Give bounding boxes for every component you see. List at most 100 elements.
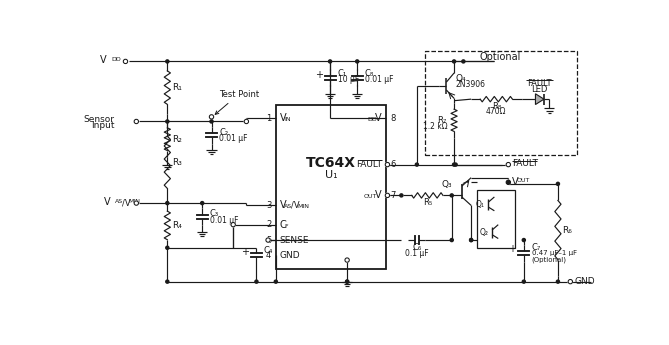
Text: C₇: C₇ <box>532 243 541 252</box>
Circle shape <box>452 163 456 166</box>
Circle shape <box>557 280 559 283</box>
Circle shape <box>166 60 169 63</box>
Text: 0.01 μF: 0.01 μF <box>219 134 248 143</box>
Text: R₆: R₆ <box>563 226 573 235</box>
Circle shape <box>346 280 349 283</box>
Text: C₃: C₃ <box>210 209 219 218</box>
Text: U₁: U₁ <box>324 170 337 180</box>
Bar <box>276 105 386 268</box>
Circle shape <box>506 180 510 185</box>
Circle shape <box>568 279 573 284</box>
Text: Q₃: Q₃ <box>442 180 452 189</box>
Text: 7: 7 <box>391 191 396 200</box>
Text: Q₄: Q₄ <box>456 74 466 83</box>
Text: C₈: C₈ <box>365 69 374 78</box>
Circle shape <box>166 280 169 283</box>
Circle shape <box>415 163 418 166</box>
Text: +: + <box>508 244 516 254</box>
Text: TC64X: TC64X <box>306 156 356 170</box>
Text: V: V <box>280 114 286 124</box>
Circle shape <box>452 60 456 63</box>
Text: SENSE: SENSE <box>280 236 309 245</box>
Circle shape <box>450 194 454 197</box>
Circle shape <box>470 238 473 241</box>
Text: GND: GND <box>280 251 300 260</box>
Text: MIN: MIN <box>128 199 140 204</box>
Text: C₄: C₄ <box>264 246 273 255</box>
Circle shape <box>266 238 270 242</box>
Circle shape <box>356 60 359 63</box>
Text: OUT: OUT <box>517 178 531 183</box>
Text: F: F <box>284 224 288 229</box>
Circle shape <box>385 162 389 167</box>
Circle shape <box>346 280 349 283</box>
Text: V: V <box>104 197 111 207</box>
Circle shape <box>454 163 457 166</box>
Text: 2N3906: 2N3906 <box>456 80 486 89</box>
Circle shape <box>166 201 169 205</box>
Text: R₂: R₂ <box>172 135 182 144</box>
Text: GND: GND <box>575 277 595 286</box>
Text: DD: DD <box>112 57 121 62</box>
Text: AS: AS <box>284 205 292 209</box>
Text: V: V <box>375 114 382 124</box>
Text: DD: DD <box>367 117 377 122</box>
Text: 1.2 kΩ: 1.2 kΩ <box>423 122 448 131</box>
Text: 8: 8 <box>391 114 396 123</box>
Circle shape <box>166 120 169 123</box>
Text: V: V <box>512 177 519 187</box>
Circle shape <box>328 60 332 63</box>
Text: FAULT: FAULT <box>512 159 538 168</box>
Circle shape <box>255 280 258 283</box>
Text: C₆: C₆ <box>412 243 421 252</box>
Text: Test Point: Test Point <box>215 90 259 114</box>
Circle shape <box>506 162 510 167</box>
Circle shape <box>557 182 559 185</box>
Text: 1: 1 <box>266 114 271 123</box>
Text: R₅: R₅ <box>423 198 432 207</box>
Text: 10 μF: 10 μF <box>338 76 359 85</box>
Circle shape <box>134 201 138 205</box>
Circle shape <box>231 223 235 227</box>
Circle shape <box>274 280 278 283</box>
Circle shape <box>134 119 138 124</box>
Text: 0.01 μF: 0.01 μF <box>210 216 238 225</box>
Circle shape <box>166 246 169 249</box>
Text: AS: AS <box>115 199 124 204</box>
Text: 0.1 μF: 0.1 μF <box>405 249 429 258</box>
Text: V: V <box>280 200 286 210</box>
Text: FAULT: FAULT <box>356 160 382 169</box>
Text: 3: 3 <box>266 201 271 210</box>
Circle shape <box>345 258 349 262</box>
Text: 2: 2 <box>266 220 271 229</box>
Polygon shape <box>535 94 544 105</box>
Text: C₂: C₂ <box>219 128 228 137</box>
Text: Input: Input <box>91 121 114 130</box>
Text: V: V <box>375 190 382 200</box>
Text: R₇: R₇ <box>437 116 446 125</box>
Text: 6: 6 <box>391 160 396 169</box>
Text: OUT: OUT <box>364 195 377 199</box>
Text: C: C <box>280 220 286 230</box>
Text: (Optional): (Optional) <box>532 256 567 263</box>
Circle shape <box>209 115 213 119</box>
Text: Optional: Optional <box>480 52 521 62</box>
Text: Sensor: Sensor <box>84 115 114 124</box>
Circle shape <box>462 60 465 63</box>
Text: R₃: R₃ <box>172 158 182 167</box>
Text: /V: /V <box>290 201 299 210</box>
Text: MIN: MIN <box>298 205 310 209</box>
Text: FAULT: FAULT <box>527 79 551 88</box>
Circle shape <box>244 119 249 124</box>
Text: V: V <box>100 55 107 65</box>
Text: 470Ω: 470Ω <box>486 107 506 116</box>
Text: LED: LED <box>531 86 547 95</box>
Text: 0.01 μF: 0.01 μF <box>365 76 393 85</box>
Text: 4: 4 <box>266 251 271 260</box>
Circle shape <box>507 181 510 184</box>
Circle shape <box>522 280 525 283</box>
Text: R₄: R₄ <box>172 221 182 230</box>
Circle shape <box>201 201 204 205</box>
Circle shape <box>450 238 454 241</box>
Text: Q₂: Q₂ <box>479 228 488 237</box>
